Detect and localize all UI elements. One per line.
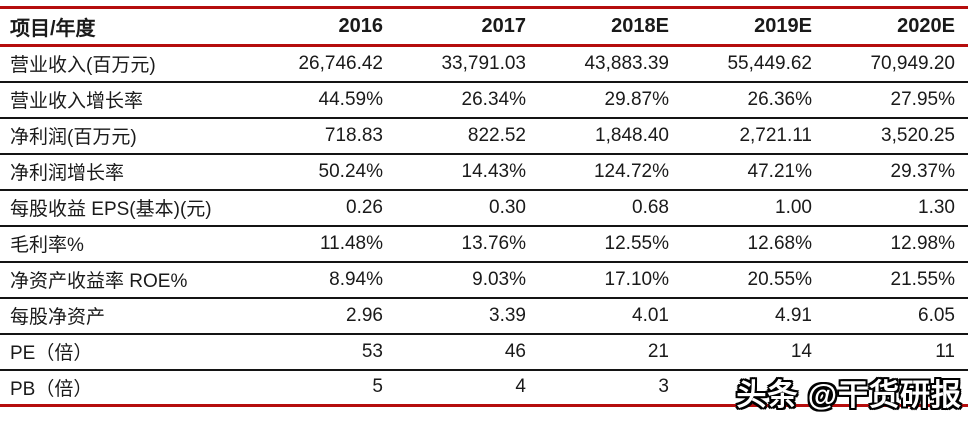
table-row-pb: PB（倍） 5 4 3: [0, 370, 968, 406]
cell-value: 822.52: [467, 124, 526, 146]
cell-value: 1.30: [918, 196, 955, 218]
cell-value: 718.83: [324, 124, 383, 146]
cell-value: 55,449.62: [727, 52, 812, 74]
cell-value: 8.94%: [329, 268, 383, 290]
table-row-revenue: 营业收入(百万元) 26,746.42 33,791.03 43,883.39 …: [0, 46, 968, 82]
cell-value: 3,520.25: [881, 124, 955, 146]
cell-value: 1,848.40: [595, 124, 669, 146]
year-header-2018e: 2018E: [611, 15, 669, 37]
cell-value: 29.87%: [604, 88, 669, 110]
cell-value: 26.34%: [461, 88, 526, 110]
cell-value: 11.48%: [319, 232, 383, 254]
cell-value: 29.37%: [890, 160, 955, 182]
cell-value: 26,746.42: [298, 52, 383, 74]
year-header-2020e: 2020E: [897, 15, 955, 37]
cell-value: 21: [647, 340, 669, 362]
cell-value: 13.76%: [461, 232, 526, 254]
cell-value: 12.68%: [747, 232, 812, 254]
financial-summary-table: 项目/年度 2016 2017 2018E 2019E 2020E 营业收入(百…: [0, 6, 968, 407]
table-row-gross-margin: 毛利率% 11.48% 13.76% 12.55% 12.68% 12.98%: [0, 226, 968, 262]
cell-value: 20.55%: [747, 268, 812, 290]
row-label: 每股净资产: [10, 307, 106, 328]
row-label: 毛利率%: [10, 235, 84, 256]
watermark-text: 头条 @干货研报: [736, 379, 962, 412]
corner-header: 项目/年度: [10, 18, 96, 40]
table-row-eps: 每股收益 EPS(基本)(元) 0.26 0.30 0.68 1.00 1.30: [0, 190, 968, 226]
cell-value: 50.24%: [318, 160, 383, 182]
cell-value: 5: [372, 376, 383, 398]
cell-value: 6.05: [918, 304, 955, 326]
cell-value: 12.55%: [604, 232, 669, 254]
row-label: 净资产收益率 ROE%: [10, 271, 188, 292]
cell-value: 3: [658, 376, 669, 398]
cell-value: 44.59%: [318, 88, 383, 110]
cell-value: 0.30: [489, 196, 526, 218]
row-label: 每股收益 EPS(基本)(元): [10, 199, 212, 220]
cell-value: 14: [790, 340, 812, 362]
table-row-revenue-growth: 营业收入增长率 44.59% 26.34% 29.87% 26.36% 27.9…: [0, 82, 968, 118]
cell-value: 43,883.39: [584, 52, 669, 74]
row-label: 净利润增长率: [10, 163, 125, 184]
year-header-2016: 2016: [338, 15, 384, 37]
row-label: 营业收入(百万元): [10, 55, 156, 77]
row-label: PB（倍）: [10, 378, 93, 400]
cell-value: 12.98%: [890, 232, 955, 254]
cell-value: 26.36%: [747, 88, 812, 110]
row-label: PE（倍）: [10, 343, 93, 364]
cell-value: 4.91: [775, 304, 812, 326]
cell-value: 2.96: [346, 304, 383, 326]
cell-value: 14.43%: [461, 160, 526, 182]
cell-value: 0.26: [346, 196, 383, 218]
header-row: 项目/年度 2016 2017 2018E 2019E 2020E: [0, 8, 968, 46]
cell-value: 33,791.03: [441, 52, 526, 74]
cell-value: 47.21%: [747, 160, 812, 182]
cell-value: 1.00: [775, 196, 812, 218]
row-label: 营业收入增长率: [10, 91, 144, 112]
cell-value: 4.01: [632, 304, 669, 326]
cell-value: 53: [361, 340, 383, 362]
cell-value: 4: [515, 376, 526, 398]
cell-value: 27.95%: [890, 88, 955, 110]
cell-value: 0.68: [632, 196, 669, 218]
table-row-bvps: 每股净资产 2.96 3.39 4.01 4.91 6.05: [0, 298, 968, 334]
row-label: 净利润(百万元): [10, 127, 137, 148]
cell-value: 21.55%: [890, 268, 955, 290]
cell-value: 11: [935, 340, 955, 362]
cell-value: 124.72%: [593, 160, 669, 182]
cell-value: 17.10%: [604, 268, 669, 290]
table-row-net-profit-growth: 净利润增长率 50.24% 14.43% 124.72% 47.21% 29.3…: [0, 154, 968, 190]
year-header-2017: 2017: [481, 15, 527, 37]
cell-value: 3.39: [489, 304, 526, 326]
cell-value: 70,949.20: [870, 52, 955, 74]
table-row-net-profit: 净利润(百万元) 718.83 822.52 1,848.40 2,721.11…: [0, 118, 968, 154]
year-header-2019e: 2019E: [754, 15, 812, 37]
table-row-roe: 净资产收益率 ROE% 8.94% 9.03% 17.10% 20.55% 21…: [0, 262, 968, 298]
table-row-pe: PE（倍） 53 46 21 14 11: [0, 334, 968, 370]
cell-value: 9.03%: [472, 268, 526, 290]
cell-value: 2,721.11: [739, 124, 812, 146]
cell-value: 46: [504, 340, 526, 362]
